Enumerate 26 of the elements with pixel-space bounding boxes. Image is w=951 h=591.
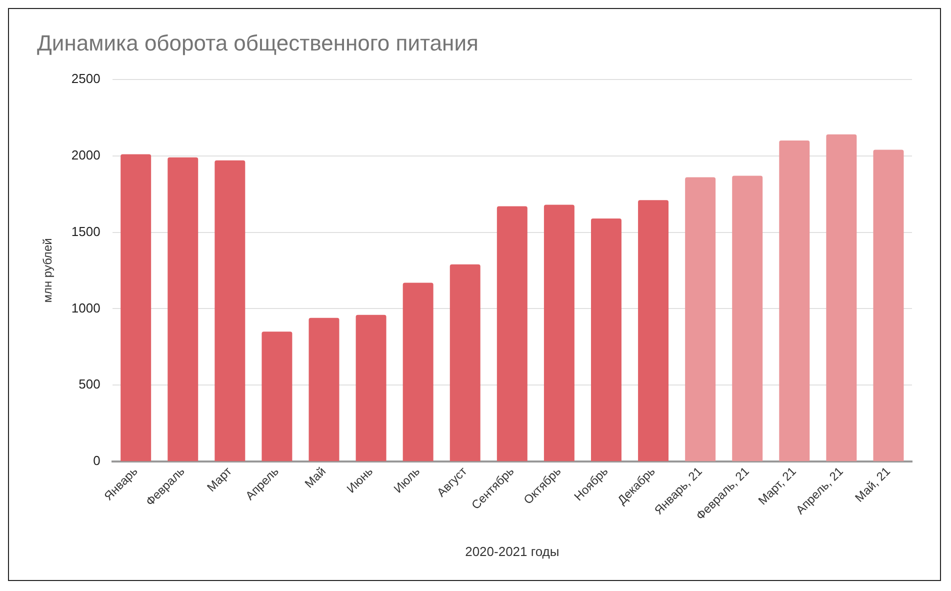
bar (779, 140, 810, 462)
chart-title: Динамика оборота общественного питания (37, 30, 478, 56)
bar (544, 204, 574, 462)
y-tick-label: 1000 (71, 300, 100, 316)
bar (685, 177, 716, 462)
bar (308, 318, 340, 462)
y-axis-title: млн рублей (40, 238, 55, 303)
x-axis-title: 2020-2021 годы (465, 544, 560, 559)
bar (356, 314, 386, 462)
bar (732, 176, 763, 462)
bar (120, 154, 152, 462)
y-tick-label: 0 (93, 453, 100, 468)
y-tick-label: 1500 (71, 224, 100, 239)
y-tick-label: 500 (78, 376, 100, 392)
y-tick-label: 2500 (71, 70, 100, 86)
bar (168, 157, 198, 462)
bar (826, 134, 857, 462)
bar (214, 160, 246, 462)
bar (496, 206, 528, 462)
bar (450, 264, 480, 462)
bar (262, 332, 292, 462)
bar (402, 282, 434, 462)
bar (638, 200, 669, 462)
y-tick-label: 2000 (71, 147, 100, 162)
bar (873, 150, 904, 462)
bar (591, 218, 622, 462)
